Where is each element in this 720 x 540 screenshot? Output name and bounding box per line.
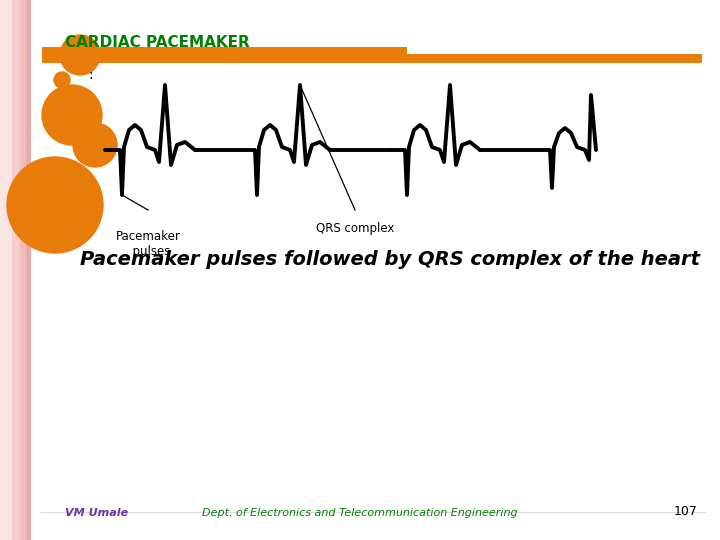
Bar	[26, 0, 31, 540]
Circle shape	[7, 157, 103, 253]
Text: Dept. of Electronics and Telecommunication Engineering: Dept. of Electronics and Telecommunicati…	[202, 508, 518, 518]
Bar	[12, 0, 20, 540]
Text: 107: 107	[674, 505, 698, 518]
Bar	[42, 47, 407, 63]
Text: QRS complex: QRS complex	[316, 222, 394, 235]
Bar	[42, 54, 702, 63]
Circle shape	[54, 72, 70, 88]
Text: :: :	[88, 68, 93, 82]
Bar	[20, 0, 26, 540]
Text: Pacemaker
  pulses: Pacemaker pulses	[116, 230, 181, 258]
Circle shape	[42, 85, 102, 145]
Text: VM Umale: VM Umale	[65, 508, 128, 518]
Circle shape	[73, 123, 117, 167]
Text: Pacemaker pulses followed by QRS complex of the heart: Pacemaker pulses followed by QRS complex…	[80, 250, 700, 269]
Text: CARDIAC PACEMAKER: CARDIAC PACEMAKER	[65, 35, 250, 50]
Circle shape	[60, 35, 100, 75]
Bar	[0, 0, 12, 540]
